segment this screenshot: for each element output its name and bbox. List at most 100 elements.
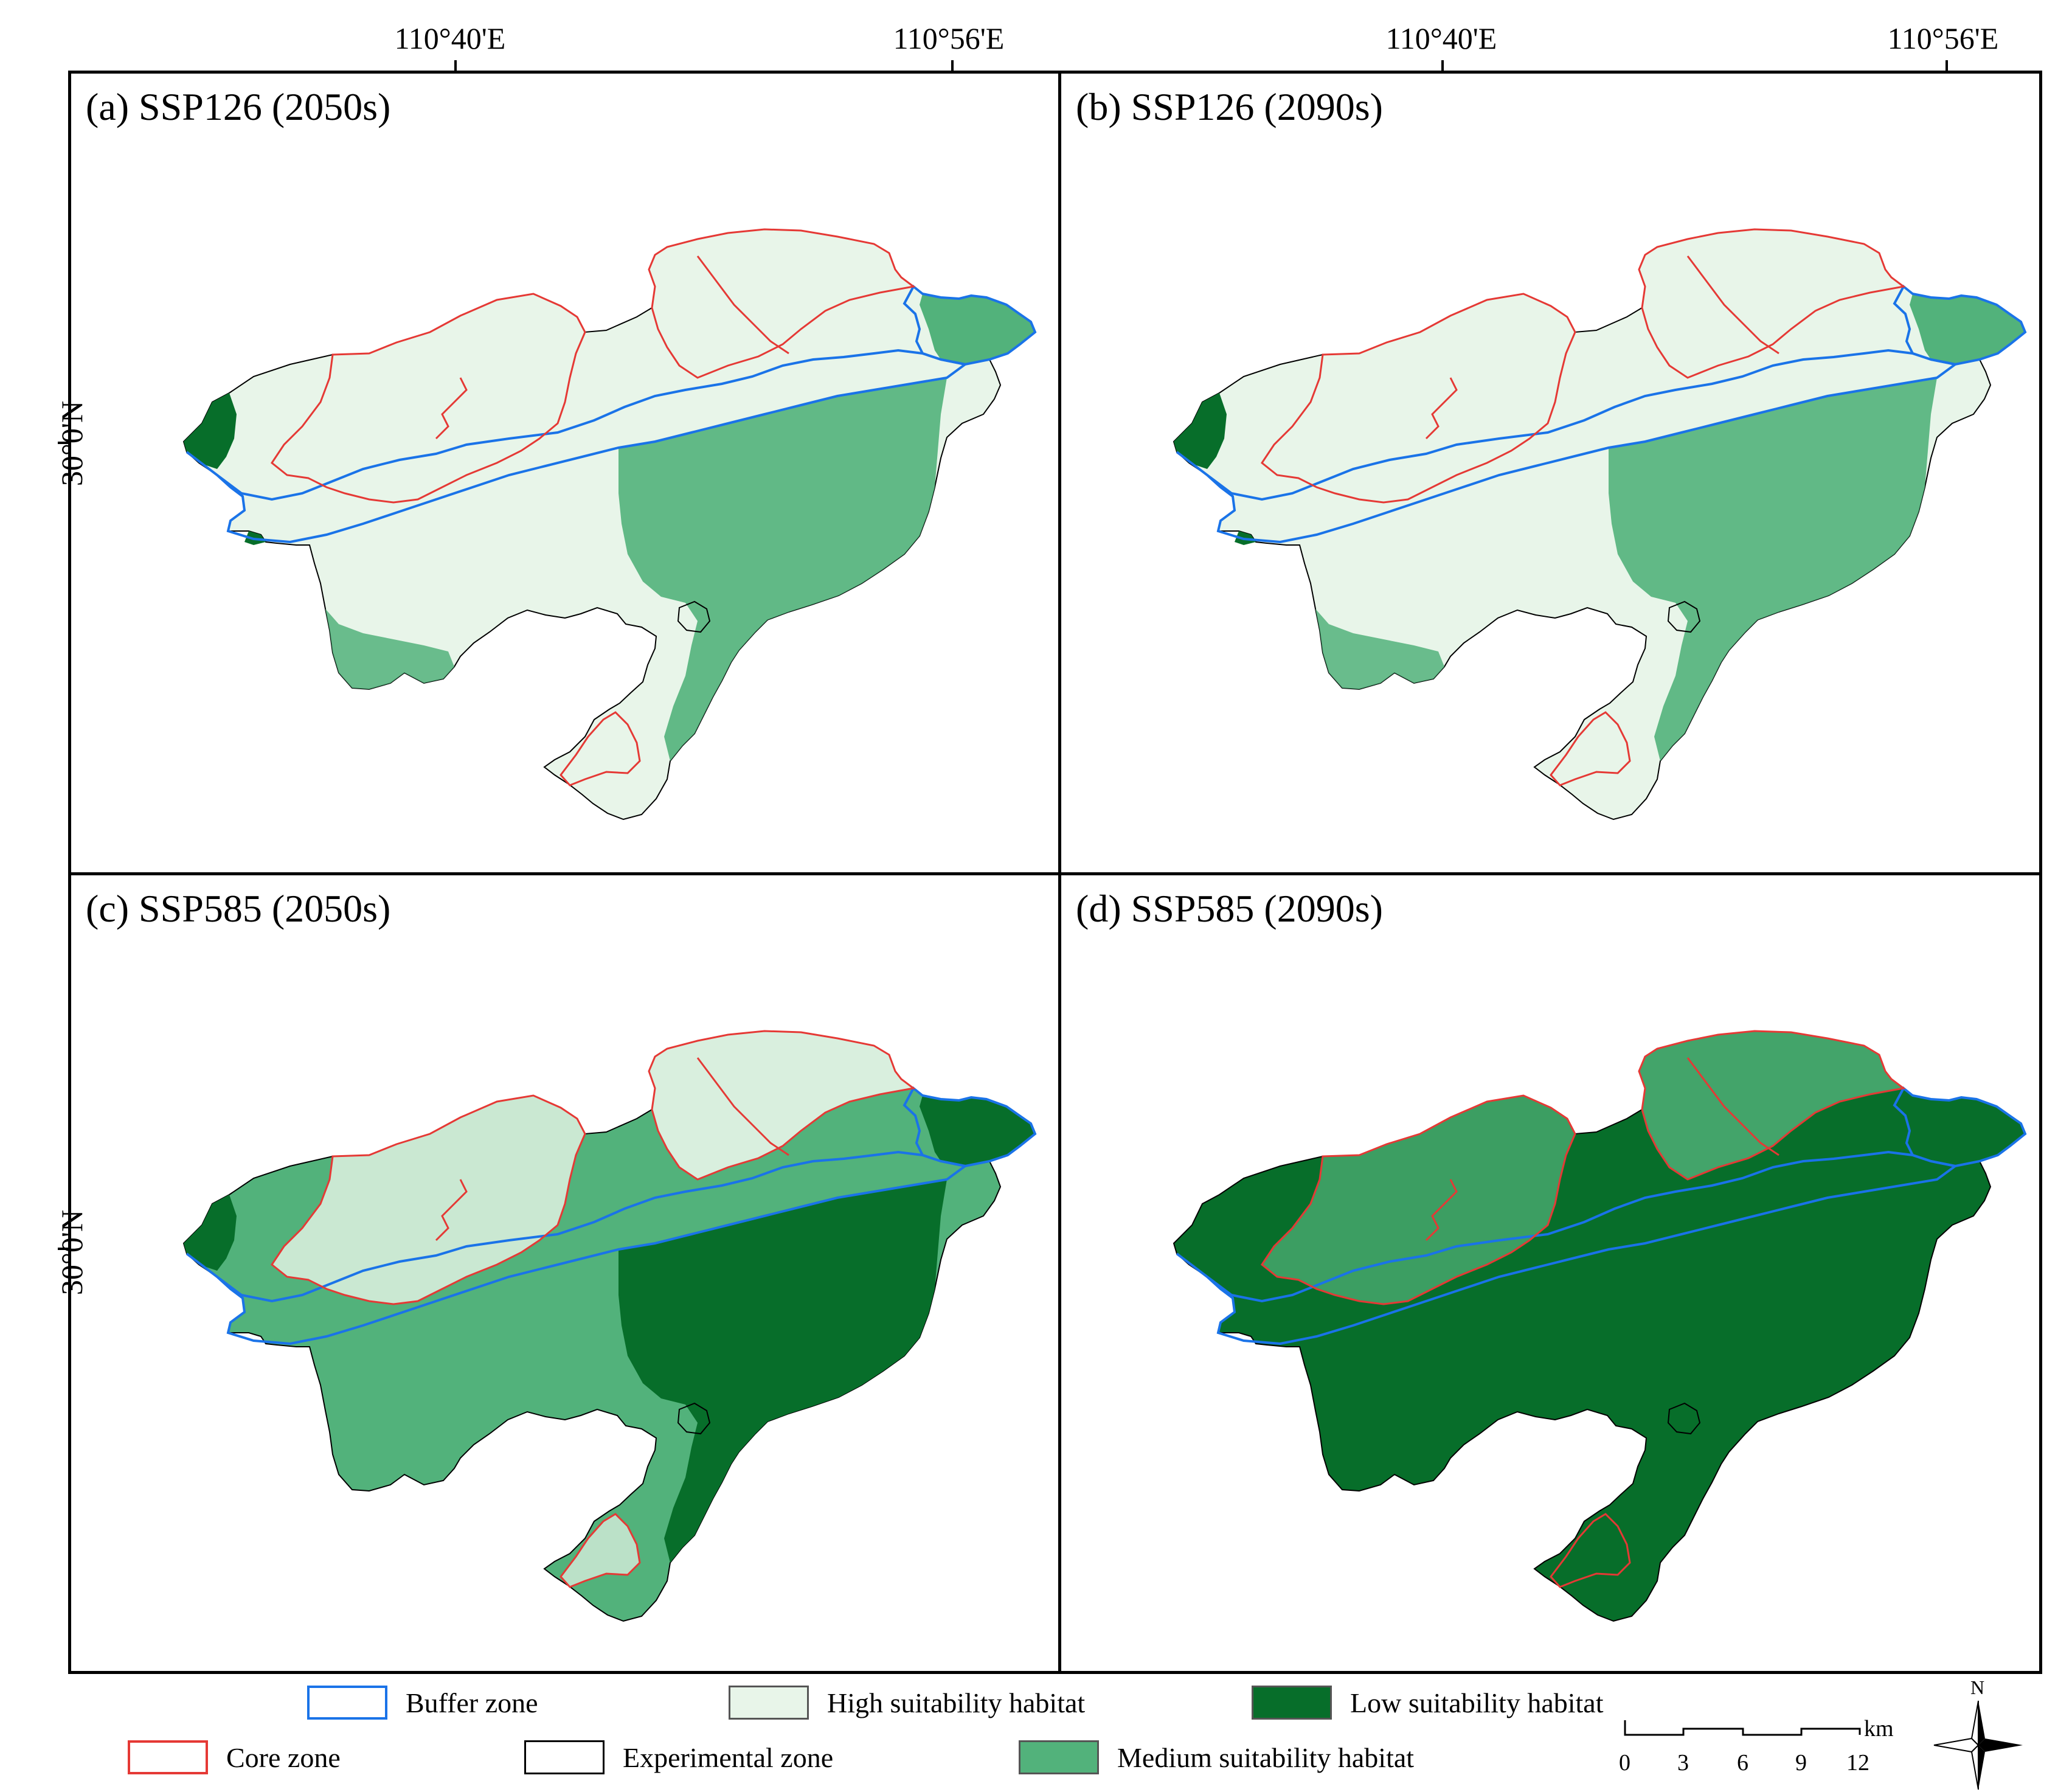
core-zone-boundary-south [1550, 711, 1631, 787]
buffer-zone-boundary [1176, 1150, 1958, 1346]
legend-low-swatch [1252, 1686, 1332, 1720]
panel-title-b: (b) SSP126 (2090s) [1076, 85, 1383, 128]
coord-top-4: 110°56'E [1887, 21, 1999, 55]
legend-medium-label: Medium suitability habitat [1117, 1742, 1415, 1773]
core-zone-corridor-north [1686, 255, 1779, 355]
experimental-zone-boundary [677, 1402, 711, 1435]
core-zone-boundary-north [648, 228, 916, 379]
core-zone-boundary-north [648, 1030, 916, 1181]
map-grid: (a) SSP126 (2050s) (b) SSP126 (2090s) (c… [58, 60, 2042, 1674]
core-zone-corridor-west [1425, 377, 1458, 440]
panel-title-c: (c) SSP585 (2050s) [86, 887, 391, 930]
buffer-zone-boundary-east [903, 1086, 1037, 1168]
tick-top-4 [1946, 60, 1948, 74]
legend-high: High suitability habitat [729, 1684, 1085, 1721]
tick-left-2 [58, 1248, 71, 1250]
north-arrow: N [1933, 1676, 2024, 1790]
core-zone-boundary-west [270, 293, 586, 504]
map-a [182, 228, 1037, 821]
legend-buffer-label: Buffer zone [406, 1687, 538, 1718]
scale-bar: km 0 3 6 9 12 [1619, 1716, 1894, 1780]
low-habitat-northeast [920, 1096, 1035, 1166]
legend-low-label: Low suitability habitat [1350, 1687, 1604, 1718]
low-habitat-west [184, 393, 237, 469]
legend-experimental-swatch [524, 1740, 605, 1774]
coord-top-1: 110°40'E [394, 21, 506, 55]
high-habitat-core [272, 1096, 585, 1304]
reserve-area [1173, 1030, 2026, 1622]
buffer-zone-boundary-east [1893, 284, 2027, 366]
core-zone-boundary-west [1260, 1094, 1576, 1305]
tick-top-2 [951, 60, 954, 74]
horizontal-divider [71, 872, 2039, 875]
core-zone-boundary-west [270, 1094, 586, 1305]
medium-habitat-south [1609, 378, 1937, 761]
high-habitat-south [561, 1514, 640, 1587]
tick-top-1 [454, 60, 457, 74]
buffer-zone-boundary-east [903, 284, 1037, 366]
medium-habitat-northeast [1910, 294, 2025, 364]
experimental-zone-boundary [677, 600, 711, 633]
experimental-zone-boundary [1667, 600, 1701, 633]
scale-unit: km [1864, 1716, 1894, 1742]
map-b [1173, 228, 2027, 821]
legend-experimental: Experimental zone [524, 1738, 833, 1776]
buffer-zone-boundary-east [1893, 1086, 2027, 1168]
panel-b: (b) SSP126 (2090s) [1061, 74, 2039, 872]
legend-buffer: Buffer zone [307, 1684, 538, 1721]
legend-buffer-swatch [307, 1686, 387, 1720]
buffer-zone-boundary [185, 1150, 968, 1346]
medium-habitat-southwest [1315, 609, 1444, 689]
core-zone-boundary-south [560, 711, 641, 787]
core-zone-corridor-north [1686, 1057, 1779, 1156]
core-zone-boundary-south [1550, 1513, 1631, 1588]
core-zone-boundary-north [1638, 1030, 1906, 1181]
high-habitat-north [649, 1031, 913, 1179]
medium-habitat-southwest [325, 609, 454, 689]
map-c [182, 1030, 1037, 1622]
north-label: N [1970, 1676, 1985, 1698]
coord-top-2: 110°56'E [893, 21, 1005, 55]
legend-medium-swatch [1019, 1740, 1099, 1774]
tick-top-3 [1441, 60, 1444, 74]
core-zone-boundary-north [1638, 228, 1906, 379]
core-zone-corridor-west [435, 377, 468, 440]
legend-high-label: High suitability habitat [827, 1687, 1086, 1718]
low-habitat-west [1174, 393, 1227, 469]
medium-habitat-northeast [920, 294, 1035, 364]
panel-title-a: (a) SSP126 (2050s) [86, 85, 391, 128]
scale-tick-0: 0 [1619, 1750, 1630, 1776]
panel-d: (d) SSP585 (2090s) [1061, 875, 2039, 1671]
panel-c: (c) SSP585 (2050s) [71, 875, 1058, 1671]
core-zone-corridor-north [696, 255, 789, 355]
core-zone-boundary-west [1260, 293, 1576, 504]
legend-core: Core zone [128, 1738, 341, 1776]
legend-core-swatch [128, 1740, 208, 1774]
scale-tick-12: 12 [1846, 1750, 1869, 1776]
legend-core-label: Core zone [226, 1742, 341, 1773]
low-habitat-south [618, 1179, 947, 1563]
legend-experimental-label: Experimental zone [623, 1742, 834, 1773]
buffer-zone-boundary [1176, 349, 1958, 544]
experimental-zone-boundary [1667, 1402, 1701, 1435]
core-zone-corridor-north [696, 1057, 789, 1156]
coord-top-3: 110°40'E [1385, 21, 1497, 55]
scale-tick-6: 6 [1737, 1750, 1748, 1776]
compass-rose-icon [1933, 1700, 2023, 1790]
medium-habitat-north [1639, 1031, 1904, 1179]
core-zone-boundary-south [560, 1513, 641, 1588]
scale-tick-3: 3 [1677, 1750, 1689, 1776]
core-zone-corridor-west [1425, 1179, 1458, 1242]
scale-bar-graphic [1624, 1720, 1861, 1736]
medium-habitat-south [618, 378, 947, 761]
tick-left-1 [58, 442, 71, 444]
core-zone-corridor-west [435, 1179, 468, 1242]
legend-medium: Medium suitability habitat [1019, 1738, 1414, 1776]
buffer-zone-boundary [185, 349, 968, 544]
panel-title-d: (d) SSP585 (2090s) [1076, 887, 1383, 930]
legend-high-swatch [729, 1686, 809, 1720]
legend-low: Low suitability habitat [1252, 1684, 1604, 1721]
scale-tick-9: 9 [1795, 1750, 1807, 1776]
panel-a: (a) SSP126 (2050s) [71, 74, 1058, 872]
low-habitat-west [184, 1195, 237, 1271]
